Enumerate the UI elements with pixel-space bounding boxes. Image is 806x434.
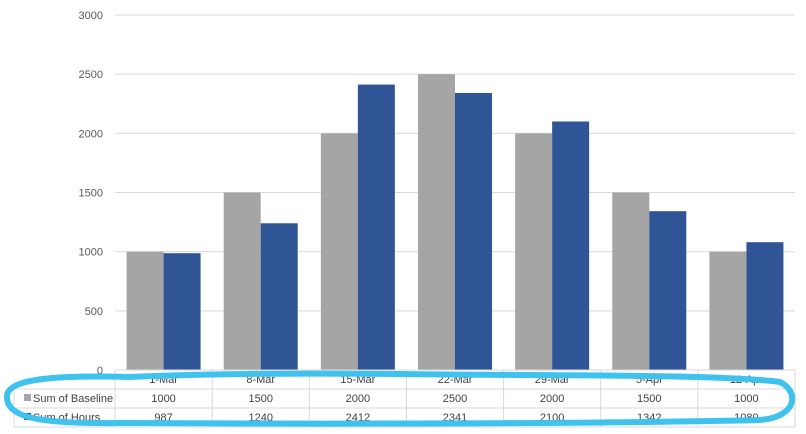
bar-hours xyxy=(357,84,395,370)
bar-baseline xyxy=(612,192,650,370)
bar-hours xyxy=(260,223,298,370)
legend-label: Sum of Baseline xyxy=(33,393,113,405)
bar-baseline xyxy=(320,133,358,370)
y-tick-label: 2000 xyxy=(79,128,103,140)
data-label: 2000 xyxy=(540,393,564,405)
x-tick-label: 8-Mar xyxy=(246,374,275,386)
data-label: 2000 xyxy=(346,393,370,405)
y-tick-label: 1500 xyxy=(79,188,103,200)
bar-hours xyxy=(455,92,492,371)
bar-hours xyxy=(163,253,201,370)
data-label: 1000 xyxy=(734,393,758,405)
bar-baseline xyxy=(223,192,261,370)
y-tick-label: 0 xyxy=(97,365,103,377)
bar-hours xyxy=(552,121,590,370)
x-tick-label: 15-Mar xyxy=(340,374,375,386)
legend-key-baseline xyxy=(24,394,31,401)
data-label: 1500 xyxy=(248,393,272,405)
bar-baseline xyxy=(418,74,455,371)
bar-baseline xyxy=(515,133,553,370)
highlight-loop xyxy=(3,370,796,427)
highlight-annotation xyxy=(3,370,796,427)
y-tick-label: 3000 xyxy=(79,10,103,22)
bars xyxy=(126,74,784,371)
data-table: 1-Mar 8-Mar 15-Mar 22-Mar 29-Mar 5-Apr 12-AprS… xyxy=(13,369,796,428)
y-tick-label: 500 xyxy=(85,306,103,318)
data-label: 1000 xyxy=(151,393,175,405)
data-label: 1500 xyxy=(637,393,661,405)
bar-baseline xyxy=(709,251,747,370)
y-tick-label: 1000 xyxy=(79,247,103,259)
y-tick-label: 2500 xyxy=(79,69,103,81)
bar-hours xyxy=(649,211,687,370)
y-axis-ticks: 0 500 1000 1500 2000 2500 3000 xyxy=(79,10,103,377)
bar-baseline xyxy=(126,251,164,370)
bar-hours xyxy=(746,242,784,370)
data-label: 2500 xyxy=(443,393,467,405)
